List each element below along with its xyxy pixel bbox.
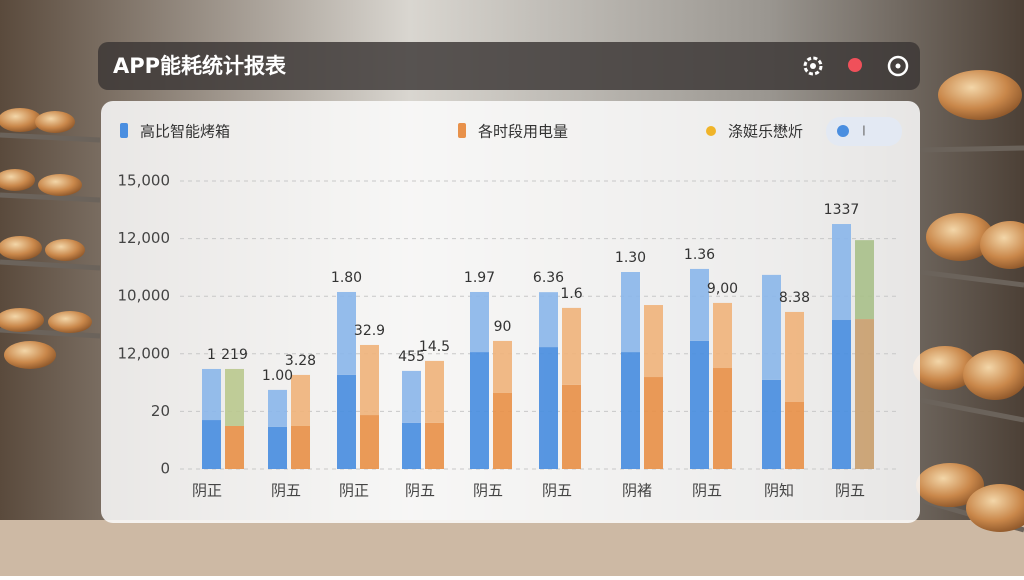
floor — [0, 520, 1024, 576]
bar-annotation: 1337 — [824, 202, 860, 218]
power-button[interactable] — [887, 55, 909, 77]
x-tick-label: 阴五 — [542, 482, 572, 500]
bar-upper — [493, 340, 512, 393]
bar-annotation: 1.36 — [684, 247, 715, 263]
bar-annotation: 1.80 — [331, 270, 362, 286]
bar-annotation: 6.36 — [533, 270, 564, 286]
legend-swatch — [120, 123, 128, 138]
bar-upper — [562, 307, 581, 385]
bar-upper — [762, 274, 781, 380]
bar-lower — [360, 415, 379, 469]
y-tick-label: 12,000 — [118, 344, 171, 362]
bar-annotation: 1.30 — [615, 250, 646, 266]
bar-lower — [690, 340, 709, 469]
bar-upper — [291, 374, 310, 426]
bar-upper — [690, 268, 709, 341]
x-tick-label: 阴五 — [405, 482, 435, 500]
legend-label: 高比智能烤箱 — [140, 123, 230, 141]
bar-lower — [832, 320, 851, 469]
bar-lower — [268, 426, 287, 469]
bar-annotation: 8.38 — [779, 290, 810, 306]
bar-lower — [402, 422, 421, 469]
bar-upper — [402, 370, 421, 423]
x-tick-label: 阴五 — [473, 482, 503, 500]
settings-icon[interactable] — [803, 56, 823, 76]
app-title: APP能耗统计报表 — [113, 54, 287, 78]
x-tick-label: 阴正 — [339, 482, 369, 500]
y-tick-label: 20 — [151, 402, 170, 420]
toggle-label: I — [862, 125, 866, 140]
bar-annotation: 455 — [398, 349, 425, 365]
bar-lower — [855, 319, 874, 469]
legend-label: 各时段用电量 — [478, 123, 568, 141]
breads — [0, 70, 1024, 532]
bar-lower — [644, 377, 663, 469]
bar-annotation: 14.5 — [419, 339, 450, 355]
bar-upper — [621, 272, 640, 353]
y-tick-label: 10,000 — [118, 287, 171, 305]
bar-upper — [425, 360, 444, 423]
bar-upper — [337, 291, 356, 375]
header-bar — [98, 42, 920, 90]
bar-upper — [855, 240, 874, 320]
bar-lower — [713, 368, 732, 469]
bar-lower — [493, 392, 512, 469]
legend-swatch — [706, 126, 716, 136]
bar-upper — [713, 302, 732, 369]
bar-lower — [539, 347, 558, 469]
bar-lower — [337, 374, 356, 469]
bar-annotation: 1 — [207, 347, 216, 363]
bar-lower — [562, 384, 581, 469]
bar-upper — [785, 311, 804, 402]
x-tick-label: 阴五 — [692, 482, 722, 500]
bar-upper — [832, 224, 851, 321]
bar-annotation: 219 — [221, 347, 248, 363]
bar-annotation: 1.97 — [464, 270, 495, 286]
bar-lower — [291, 425, 310, 469]
bar-upper — [268, 389, 287, 427]
y-tick-label: 0 — [160, 460, 170, 478]
bar-annotation: 90 — [494, 319, 512, 335]
bar-lower — [785, 401, 804, 469]
x-tick-label: 阴褚 — [622, 482, 652, 500]
bar-lower — [225, 425, 244, 469]
bar-lower — [425, 422, 444, 469]
y-tick-label: 15,000 — [118, 172, 171, 190]
legend-swatch — [458, 123, 466, 138]
bar-annotation: 32.9 — [354, 323, 385, 339]
bar-lower — [621, 352, 640, 469]
bar-annotation: 3.28 — [285, 353, 316, 369]
bar-annotation: 9,00 — [707, 281, 738, 297]
bar-annotation: 1.00 — [262, 368, 293, 384]
bar-lower — [470, 352, 489, 469]
x-tick-label: 阴五 — [835, 482, 865, 500]
bar-upper — [644, 305, 663, 378]
y-tick-label: 12,000 — [118, 229, 171, 247]
bar-upper — [539, 292, 558, 348]
record-button[interactable] — [848, 58, 862, 72]
toggle-dot — [837, 125, 849, 137]
bar-annotation: 1.6 — [560, 286, 582, 302]
bar-upper — [470, 291, 489, 353]
bar-lower — [762, 379, 781, 469]
x-tick-label: 阴知 — [764, 482, 794, 500]
x-tick-label: 阴正 — [192, 482, 222, 500]
bar-upper — [225, 368, 244, 426]
legend-label: 涤娗乐懋炘 — [728, 123, 803, 141]
bar-upper — [360, 344, 379, 416]
x-tick-label: 阴五 — [271, 482, 301, 500]
bar-lower — [202, 420, 221, 469]
toggle[interactable] — [826, 117, 902, 146]
bar-upper — [202, 368, 221, 421]
